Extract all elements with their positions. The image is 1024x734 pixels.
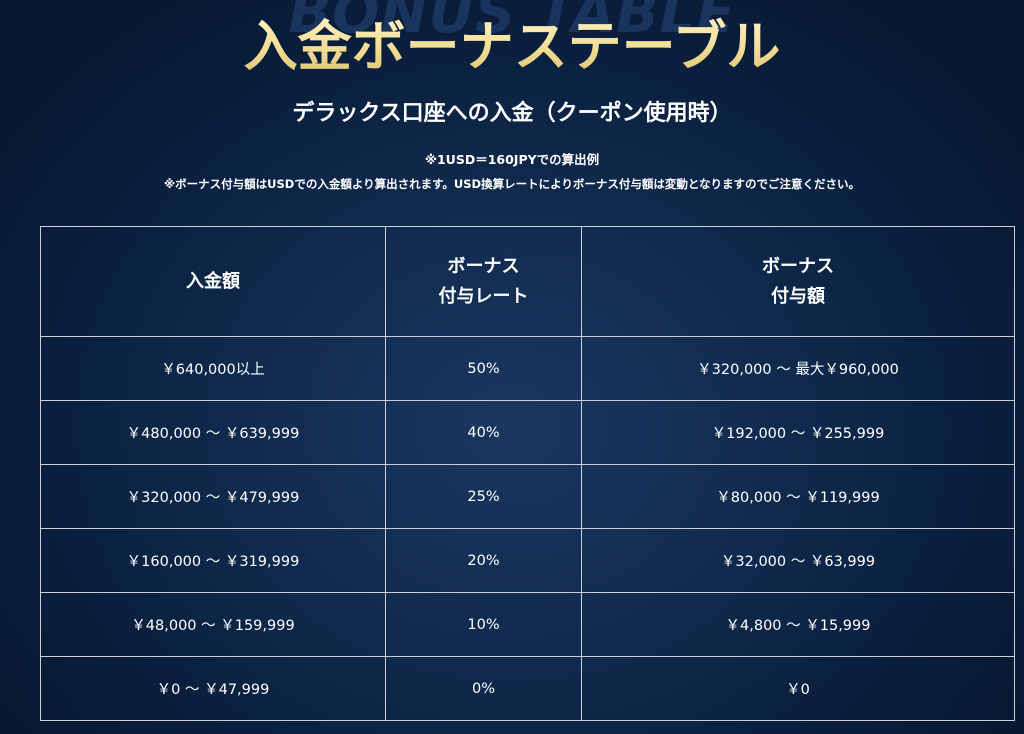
header-deposit-amount-label: 入金額 xyxy=(186,270,240,292)
exchange-rate-note: ※1USD＝160JPYでの算出例 xyxy=(424,152,600,167)
header-bonus-amount-line2: 付与額 xyxy=(771,285,825,307)
header-bonus-amount: ボーナス 付与額 xyxy=(581,226,1015,337)
table-row: ￥48,000 ～ ￥159,999 10% ￥4,800 ～ ￥15,999 xyxy=(40,592,1015,657)
cell-rate: 20% xyxy=(385,528,582,593)
header-deposit-amount: 入金額 xyxy=(40,226,386,337)
cell-bonus: ￥320,000 ～ 最大￥960,000 xyxy=(581,336,1015,401)
cell-deposit: ￥160,000 ～ ￥319,999 xyxy=(40,528,386,593)
page-subtitle: デラックス口座への入金（クーポン使用時） xyxy=(292,101,732,126)
cell-bonus: ￥192,000 ～ ￥255,999 xyxy=(581,400,1015,465)
bonus-table: 入金額 ボーナス 付与レート ボーナス 付与額 ￥640,000以上 50% ￥… xyxy=(40,226,1015,721)
cell-rate: 40% xyxy=(385,400,582,465)
page-title: 入金ボーナステーブル xyxy=(0,12,1024,82)
table-header-row: 入金額 ボーナス 付与レート ボーナス 付与額 xyxy=(40,226,1015,337)
cell-bonus: ￥80,000 ～ ￥119,999 xyxy=(581,464,1015,529)
table-row: ￥160,000 ～ ￥319,999 20% ￥32,000 ～ ￥63,99… xyxy=(40,528,1015,593)
cell-deposit: ￥48,000 ～ ￥159,999 xyxy=(40,592,386,657)
cell-rate: 10% xyxy=(385,592,582,657)
cell-rate: 0% xyxy=(385,656,582,721)
table-row: ￥480,000 ～ ￥639,999 40% ￥192,000 ～ ￥255,… xyxy=(40,400,1015,465)
header-bonus-rate-line2: 付与レート xyxy=(438,285,529,307)
cell-bonus: ￥4,800 ～ ￥15,999 xyxy=(581,592,1015,657)
header-bonus-rate: ボーナス 付与レート xyxy=(385,226,582,337)
header-bonus-amount-line1: ボーナス xyxy=(762,255,834,277)
table-row: ￥0 ～ ￥47,999 0% ￥0 xyxy=(40,656,1015,721)
background-watermark-text: BONUS TABLE xyxy=(0,0,1024,44)
cell-deposit: ￥480,000 ～ ￥639,999 xyxy=(40,400,386,465)
cell-bonus: ￥0 xyxy=(581,656,1015,721)
disclaimer-note: ※ボーナス付与額はUSDでの入金額より算出されます。USD換算レートによりボーナ… xyxy=(163,177,861,191)
table-row: ￥640,000以上 50% ￥320,000 ～ 最大￥960,000 xyxy=(40,336,1015,401)
cell-deposit: ￥640,000以上 xyxy=(40,336,386,401)
table-row: ￥320,000 ～ ￥479,999 25% ￥80,000 ～ ￥119,9… xyxy=(40,464,1015,529)
cell-bonus: ￥32,000 ～ ￥63,999 xyxy=(581,528,1015,593)
cell-deposit: ￥0 ～ ￥47,999 xyxy=(40,656,386,721)
cell-rate: 25% xyxy=(385,464,582,529)
cell-deposit: ￥320,000 ～ ￥479,999 xyxy=(40,464,386,529)
header-bonus-rate-line1: ボーナス xyxy=(447,255,520,277)
cell-rate: 50% xyxy=(385,336,582,401)
